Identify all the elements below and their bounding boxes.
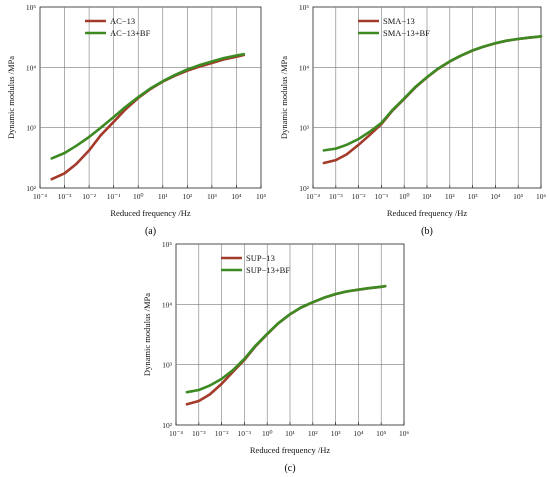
x-tick-label: 10⁴ [231, 192, 242, 201]
x-tick-label: 10³ [331, 429, 342, 438]
x-tick-label: 10⁻¹ [375, 192, 389, 201]
series-line-bf [322, 35, 543, 152]
legend-label: AC−13+BF [110, 28, 151, 38]
legend-label: SMA−13+BF [383, 28, 430, 38]
y-tick-label: 10³ [26, 124, 37, 133]
y-tick-label: 10⁴ [162, 300, 173, 309]
x-tick-label: 10⁰ [262, 429, 273, 438]
y-tick-label: 10² [162, 421, 173, 430]
x-tick-label: 10⁻¹ [107, 192, 121, 201]
x-tick-label: 10⁴ [490, 192, 501, 201]
legend-label: SUP−13+BF [246, 265, 290, 275]
x-tick-label: 10⁰ [133, 192, 144, 201]
x-tick-label: 10² [308, 429, 319, 438]
legend-label: SUP−13 [246, 253, 275, 263]
x-tick-label: 10⁻³ [329, 192, 343, 201]
x-tick-label: 10¹ [158, 192, 168, 201]
x-tick-label: 10⁵ [256, 192, 267, 201]
x-tick-label: 10⁶ [399, 429, 410, 438]
panel-label: (c) [284, 463, 295, 474]
panel-label: (a) [145, 226, 156, 237]
x-tick-label: 10⁻³ [58, 192, 72, 201]
x-tick-label: 10⁻² [82, 192, 96, 201]
panel-label: (b) [421, 226, 433, 237]
series-line-bf [50, 52, 246, 160]
y-axis-label: Dynamic modulus /MPa [142, 293, 152, 376]
plot-frame [39, 6, 262, 189]
legend: SMA−13 SMA−13+BF [358, 16, 430, 38]
y-tick-label: 10³ [162, 361, 173, 370]
x-tick-label: 10⁶ [536, 192, 547, 201]
x-tick-label: 10⁻³ [192, 429, 206, 438]
x-tick-label: 10² [445, 192, 456, 201]
y-tick-label: 10⁵ [26, 3, 37, 12]
chart-panel-c: 10⁻⁴ 10⁻³ 10⁻² 10⁻¹ 10⁰ 10¹ 10² 10³ 10⁴ 10⁵ 10⁶ 10²… [142, 240, 409, 474]
legend: SUP−13 SUP−13+BF [221, 253, 290, 275]
y-tick-label: 10² [26, 184, 37, 193]
y-tick-label: 10⁵ [162, 240, 173, 249]
y-tick-label: 10⁴ [299, 63, 310, 72]
x-axis-label: Reduced frequency /Hz [250, 445, 330, 455]
y-tick-label: 10² [299, 184, 310, 193]
x-axis-label: Reduced frequency /Hz [110, 208, 190, 218]
x-tick-label: 10⁴ [353, 429, 364, 438]
x-tick-label: 10¹ [422, 192, 432, 201]
x-tick-label: 10³ [207, 192, 218, 201]
x-tick-label: 10⁻⁴ [169, 429, 183, 438]
legend-label: AC−13 [110, 16, 135, 26]
y-tick-label: 10⁴ [26, 63, 37, 72]
y-axis-label: Dynamic modulus /MPa [6, 56, 16, 139]
x-tick-label: 10⁻² [215, 429, 229, 438]
y-tick-label: 10³ [299, 124, 310, 133]
y-axis-label: Dynamic modulus /MPa [279, 56, 289, 139]
x-tick-label: 10⁻⁴ [306, 192, 320, 201]
x-tick-label: 10⁵ [513, 192, 524, 201]
legend-label: SMA−13 [383, 16, 415, 26]
x-tick-label: 10⁵ [376, 429, 387, 438]
x-tick-label: 10⁰ [399, 192, 410, 201]
x-tick-label: 10⁻¹ [238, 429, 252, 438]
y-tick-label: 10⁵ [299, 3, 310, 12]
x-tick-label: 10³ [468, 192, 479, 201]
chart-panel-b: 10⁻⁴ 10⁻³ 10⁻² 10⁻¹ 10⁰ 10¹ 10² 10³ 10⁴ 10⁵ 10⁶ 10²… [279, 3, 546, 237]
x-tick-label: 10⁻⁴ [33, 192, 47, 201]
x-tick-label: 10¹ [285, 429, 295, 438]
chart-panel-a: 10⁻⁴ 10⁻³ 10⁻² 10⁻¹ 10⁰ 10¹ 10² 10³ 10⁴ 10⁵ 10² 10³… [6, 3, 266, 237]
series-line-bf [185, 284, 387, 394]
x-tick-label: 10⁻² [352, 192, 366, 201]
legend: AC−13 AC−13+BF [85, 16, 151, 38]
x-axis-label: Reduced frequency /Hz [387, 208, 467, 218]
x-tick-label: 10² [182, 192, 193, 201]
